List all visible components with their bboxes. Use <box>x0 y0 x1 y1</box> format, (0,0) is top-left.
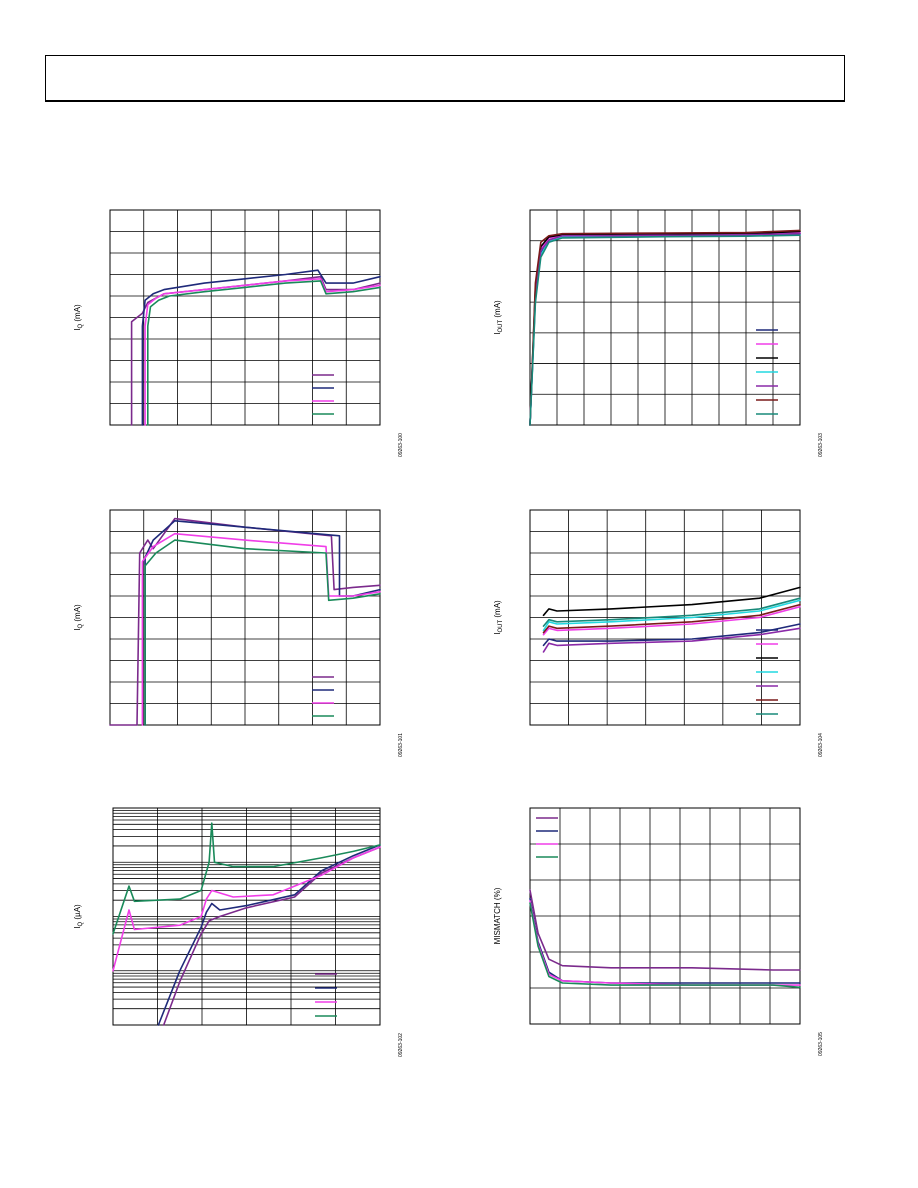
chart-iout-top-right: IOUT (mA) 09263-103 <box>493 209 824 457</box>
grid <box>530 210 800 425</box>
chart-iq-log-bottom-left: IQ (µA) 09263-102 <box>73 807 404 1057</box>
series-group <box>112 822 381 1026</box>
series-line-4 <box>144 539 381 726</box>
series-line-1 <box>542 623 801 647</box>
plot-frame <box>109 209 381 426</box>
grid <box>110 510 380 725</box>
y-axis-label-main: I <box>73 629 82 631</box>
figure-id: 09263-103 <box>818 433 824 457</box>
legend <box>756 329 778 415</box>
series-group <box>130 269 381 426</box>
series-line-1 <box>130 275 381 426</box>
figure-id: 09263-105 <box>818 1032 824 1056</box>
series-line-6 <box>542 603 801 634</box>
series-line-3 <box>542 586 801 617</box>
figure-id: 09263-101 <box>398 733 404 757</box>
plot-frame <box>109 509 381 726</box>
y-axis-label-main: I <box>493 333 502 335</box>
grid <box>110 210 380 425</box>
y-axis-label-main: I <box>73 329 82 331</box>
y-axis-label-main: I <box>73 926 82 928</box>
series-line-2 <box>141 269 381 426</box>
y-axis-label: IOUT (mA) <box>493 300 504 335</box>
chart-iout-middle-right: IOUT (mA) 09263-104 <box>493 509 824 757</box>
series-group <box>542 586 801 653</box>
plot-frame <box>529 509 801 726</box>
y-axis-label-unit: (mA) <box>73 304 82 324</box>
legend <box>315 973 337 1017</box>
y-axis-label-subscript: OUT <box>498 320 504 333</box>
series-line-3 <box>112 846 381 972</box>
y-axis-label: IQ (mA) <box>73 304 84 331</box>
y-axis-label-unit: (mA) <box>493 300 502 320</box>
chart-iq-middle-left: IQ (mA) 09263-101 <box>73 509 404 757</box>
y-axis-label: MISMATCH (%) <box>493 887 502 944</box>
series-line-2 <box>144 520 381 726</box>
series-group <box>529 889 801 989</box>
page-header-box <box>45 55 845 102</box>
series-line-6 <box>529 229 801 426</box>
series-line-2 <box>542 605 801 636</box>
series-group <box>109 517 381 726</box>
y-axis-label: IOUT (mA) <box>493 600 504 635</box>
series-line-4 <box>529 902 801 989</box>
legend <box>312 374 334 415</box>
y-axis-label-subscript: Q <box>78 921 84 926</box>
series-line-2 <box>157 844 381 1026</box>
y-axis-label-unit: (µA) <box>73 904 82 922</box>
figure-id: 09263-104 <box>818 733 824 757</box>
series-line-7 <box>529 234 801 426</box>
series-line-3 <box>144 278 381 426</box>
series-line-1 <box>162 846 381 1026</box>
series-line-1 <box>529 889 801 971</box>
y-axis-label: IQ (µA) <box>73 904 84 929</box>
grid <box>530 808 800 1024</box>
y-axis-label-unit: (mA) <box>493 600 502 620</box>
series-line-7 <box>542 597 801 627</box>
plot-frame <box>529 807 801 1025</box>
y-axis-label-main: MISMATCH (%) <box>493 887 502 944</box>
series-line-4 <box>147 280 381 426</box>
series-line-5 <box>542 627 801 653</box>
figure-id: 09263-102 <box>398 1033 404 1057</box>
plot-frame <box>529 209 801 426</box>
chart-mismatch-bottom-right: MISMATCH (%) 09263-105 <box>493 807 824 1056</box>
legend <box>536 817 558 858</box>
chart-iq-top-left: IQ (mA) 09263-100 <box>73 209 404 457</box>
grid <box>113 808 380 1025</box>
legend <box>756 629 778 715</box>
y-axis-label-subscript: Q <box>78 324 84 329</box>
grid <box>530 510 800 725</box>
series-line-3 <box>529 900 801 986</box>
y-axis-label-subscript: Q <box>78 624 84 629</box>
series-line-3 <box>141 532 381 726</box>
figure-id: 09263-100 <box>398 433 404 457</box>
y-axis-label-unit: (mA) <box>73 604 82 624</box>
legend <box>312 676 334 717</box>
y-axis-label: IQ (mA) <box>73 604 84 631</box>
series-line-1 <box>109 517 381 726</box>
y-axis-label-subscript: OUT <box>498 620 504 633</box>
plot-frame <box>112 807 381 1026</box>
series-line-4 <box>542 599 801 632</box>
y-axis-label-main: I <box>493 633 502 635</box>
series-line-4 <box>112 822 381 935</box>
series-group <box>529 229 801 426</box>
